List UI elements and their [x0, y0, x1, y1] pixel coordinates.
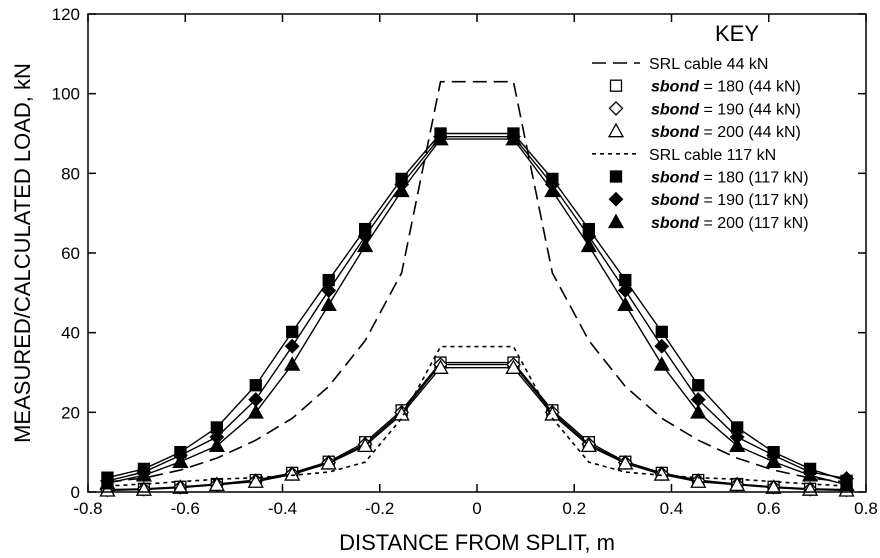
x-tick-label: -0.8	[73, 499, 102, 518]
data-point	[249, 379, 262, 392]
series-line	[107, 345, 847, 487]
legend-label: sbond = 180 (44 kN)	[651, 79, 801, 96]
x-tick-label: 0	[472, 499, 481, 518]
data-point	[653, 466, 670, 481]
data-point	[505, 359, 522, 374]
data-point	[99, 482, 116, 497]
legend-entry: SRL cable 44 kN	[592, 56, 768, 73]
data-point	[284, 338, 300, 354]
data-point	[838, 476, 855, 492]
data-point	[544, 405, 561, 421]
data-point	[692, 379, 705, 392]
legend-entry: SRL cable 117 kN	[592, 147, 776, 164]
legend-entry: sbond = 180 (44 kN)	[609, 79, 801, 96]
y-tick-label: 60	[61, 244, 80, 263]
legend-label: sbond = 200 (117 kN)	[651, 215, 809, 232]
data-point	[357, 237, 374, 253]
x-tick-label: -0.4	[268, 499, 297, 518]
data-point	[247, 403, 264, 419]
series-layer	[99, 80, 855, 498]
data-point	[580, 437, 597, 453]
data-point	[393, 182, 410, 198]
legend-label: sbond = 190 (117 kN)	[651, 192, 809, 209]
legend-label: sbond = 180 (117 kN)	[651, 170, 809, 187]
plot-frame	[87, 13, 867, 493]
y-tick-label: 120	[52, 5, 80, 24]
series-line	[107, 135, 847, 482]
series-0	[107, 80, 847, 483]
series-7	[99, 130, 855, 492]
data-point	[172, 479, 189, 494]
series-line	[107, 138, 847, 486]
data-point	[690, 403, 707, 419]
data-point	[432, 359, 449, 374]
legend-entry: sbond = 180 (117 kN)	[609, 170, 809, 187]
legend-entry: sbond = 200 (117 kN)	[607, 213, 809, 232]
x-tick-label: -0.2	[365, 499, 394, 518]
data-point	[99, 474, 116, 490]
data-point	[654, 338, 670, 354]
data-point	[617, 454, 634, 470]
legend-marker-swatch	[607, 213, 625, 229]
legend: KEY SRL cable 44 kN sbond = 180 (44 kN) sbo…	[592, 21, 809, 232]
data-point	[320, 296, 337, 312]
x-axis-title: DISTANCE FROM SPLIT, m	[339, 530, 615, 555]
data-point	[765, 453, 782, 468]
series-4	[107, 345, 847, 487]
legend-label: SRL cable 117 kN	[649, 147, 776, 164]
legend-entry: sbond = 190 (117 kN)	[608, 191, 809, 209]
legend-marker-swatch	[608, 100, 624, 116]
legend-marker-swatch	[609, 170, 623, 183]
legend-entry: sbond = 190 (44 kN)	[608, 100, 801, 118]
x-tick-label: 0.6	[757, 499, 781, 518]
data-point	[247, 473, 264, 488]
y-tick-label: 20	[61, 403, 80, 422]
legend-marker-swatch	[607, 122, 625, 138]
legend-marker-swatch	[609, 79, 623, 92]
data-point	[135, 466, 153, 482]
y-tick-label: 80	[61, 164, 80, 183]
data-point	[544, 182, 561, 198]
data-point	[208, 437, 225, 453]
legend-label: SRL cable 44 kN	[649, 56, 768, 73]
legend-marker-swatch	[608, 191, 624, 207]
y-tick-label: 100	[52, 85, 80, 104]
data-point	[284, 466, 301, 481]
legend-label: sbond = 190 (44 kN)	[651, 101, 801, 118]
data-point	[617, 296, 634, 312]
series-line	[107, 80, 847, 483]
data-point	[284, 356, 301, 371]
data-point	[729, 476, 746, 492]
x-tick-label: 0.8	[854, 499, 878, 518]
x-tick-label: 0.4	[660, 499, 684, 518]
x-tick-label: 0.2	[562, 499, 586, 518]
y-tick-label: 40	[61, 324, 80, 343]
data-point	[580, 237, 597, 253]
data-point	[729, 437, 746, 453]
legend-title: KEY	[715, 21, 759, 46]
data-point	[690, 473, 707, 488]
data-point	[653, 356, 670, 371]
data-point	[765, 479, 782, 494]
series-line	[107, 132, 847, 482]
y-axis-title: MEASURED/CALCULATED LOAD, kN	[10, 63, 35, 443]
data-point	[357, 437, 374, 453]
data-point	[393, 405, 410, 421]
y-tick-label: 0	[71, 483, 80, 502]
series-line	[107, 367, 847, 492]
axes-layer: -0.8 -0.6 -0.4 -0.2 0 0.2 0.4 0.6 0.8 0 20 40 60 80 10…	[52, 5, 878, 518]
data-point	[505, 130, 522, 146]
data-point	[286, 325, 299, 339]
data-point	[172, 453, 189, 468]
data-point	[655, 325, 668, 339]
data-point	[208, 476, 225, 492]
data-point	[801, 466, 819, 482]
data-point	[432, 130, 449, 146]
x-tick-label: -0.6	[171, 499, 200, 518]
legend-entry: sbond = 200 (44 kN)	[607, 122, 801, 141]
legend-label: sbond = 200 (44 kN)	[651, 124, 801, 141]
data-point	[320, 454, 337, 470]
